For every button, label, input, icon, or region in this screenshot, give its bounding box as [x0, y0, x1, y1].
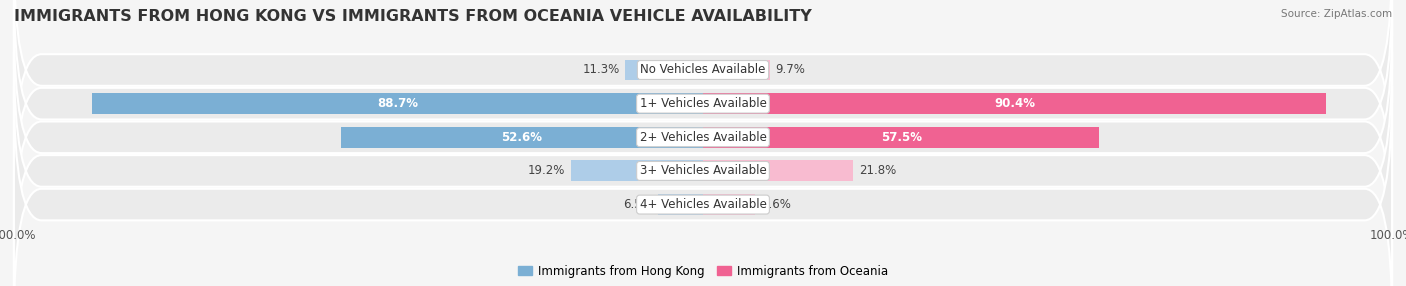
FancyBboxPatch shape	[14, 0, 1392, 189]
Text: 57.5%: 57.5%	[880, 131, 921, 144]
Bar	[703, 59, 770, 80]
Bar	[571, 160, 703, 181]
Text: 52.6%: 52.6%	[502, 131, 543, 144]
Text: 88.7%: 88.7%	[377, 97, 418, 110]
Text: 4+ Vehicles Available: 4+ Vehicles Available	[640, 198, 766, 211]
Text: Source: ZipAtlas.com: Source: ZipAtlas.com	[1281, 9, 1392, 19]
Bar	[703, 127, 1099, 148]
Bar	[703, 160, 853, 181]
Text: No Vehicles Available: No Vehicles Available	[640, 63, 766, 76]
FancyBboxPatch shape	[14, 19, 1392, 256]
Text: 7.6%: 7.6%	[761, 198, 790, 211]
Text: 19.2%: 19.2%	[527, 164, 565, 177]
Text: 90.4%: 90.4%	[994, 97, 1035, 110]
Text: IMMIGRANTS FROM HONG KONG VS IMMIGRANTS FROM OCEANIA VEHICLE AVAILABILITY: IMMIGRANTS FROM HONG KONG VS IMMIGRANTS …	[14, 9, 811, 23]
Text: 6.5%: 6.5%	[623, 198, 652, 211]
Bar	[703, 93, 1326, 114]
Bar	[658, 194, 703, 215]
Text: 3+ Vehicles Available: 3+ Vehicles Available	[640, 164, 766, 177]
Bar	[91, 93, 703, 114]
Text: 11.3%: 11.3%	[582, 63, 620, 76]
FancyBboxPatch shape	[14, 86, 1392, 286]
Bar	[340, 127, 703, 148]
Bar	[626, 59, 703, 80]
FancyBboxPatch shape	[14, 0, 1392, 223]
Text: 1+ Vehicles Available: 1+ Vehicles Available	[640, 97, 766, 110]
Text: 2+ Vehicles Available: 2+ Vehicles Available	[640, 131, 766, 144]
Bar	[703, 194, 755, 215]
Legend: Immigrants from Hong Kong, Immigrants from Oceania: Immigrants from Hong Kong, Immigrants fr…	[513, 260, 893, 282]
FancyBboxPatch shape	[14, 52, 1392, 286]
Text: 21.8%: 21.8%	[859, 164, 896, 177]
Text: 9.7%: 9.7%	[775, 63, 806, 76]
